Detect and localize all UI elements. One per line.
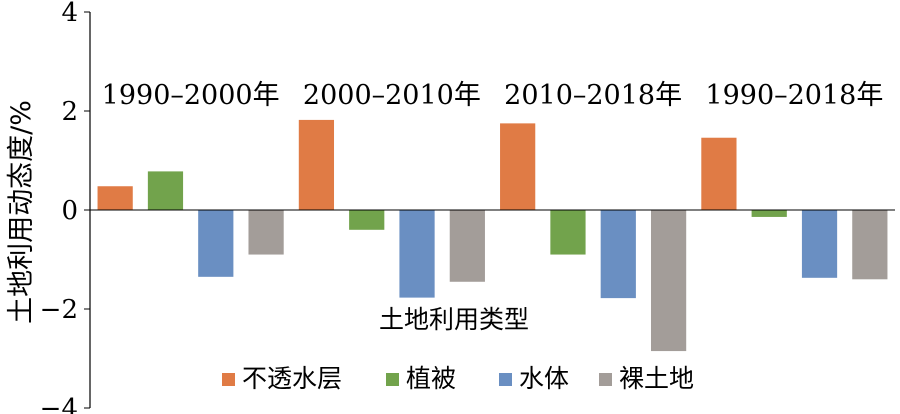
legend-label: 水体	[519, 364, 569, 393]
bar	[147, 171, 184, 210]
legend-swatch	[222, 373, 235, 386]
y-tick-label: −2	[40, 295, 78, 325]
bar	[701, 137, 737, 210]
legend-label: 不透水层	[242, 364, 342, 393]
legend-swatch	[499, 373, 512, 386]
y-tick-label: −4	[40, 394, 78, 414]
x-axis-label: 土地利用类型	[379, 305, 529, 334]
bar	[550, 210, 586, 255]
bar	[298, 119, 335, 210]
bar	[751, 210, 787, 217]
y-tick-label: 0	[61, 196, 78, 226]
group-label: 2000–2010年	[303, 80, 481, 111]
bar	[500, 123, 536, 210]
bar	[97, 186, 133, 210]
y-tick-label: 2	[61, 97, 78, 127]
bars-layer	[97, 119, 888, 352]
bar	[449, 210, 485, 282]
bar	[600, 210, 636, 299]
legend-label: 植被	[406, 364, 456, 393]
group-label: 2010–2018年	[504, 80, 682, 111]
bar	[198, 210, 234, 277]
group-label: 1990–2018年	[705, 80, 883, 111]
bar	[399, 210, 435, 298]
group-labels: 1990–2000年 2000–2010年 2010–2018年 1990–2018年	[102, 80, 884, 111]
y-tick-label: 4	[61, 0, 78, 28]
legend-swatch	[386, 373, 399, 386]
bar	[801, 210, 838, 278]
legend: 不透水层 植被 水体 裸土地	[222, 364, 694, 393]
y-ticks: −4 −2 0 2 4	[40, 0, 90, 414]
legend-label: 裸土地	[619, 364, 694, 393]
bar	[349, 210, 385, 230]
bar	[852, 210, 888, 280]
group-label: 1990–2000年	[102, 80, 280, 111]
bar	[248, 210, 284, 255]
bar	[650, 210, 687, 352]
legend-swatch	[599, 373, 612, 386]
y-axis-label: 土地利用动态度/%	[6, 100, 37, 324]
